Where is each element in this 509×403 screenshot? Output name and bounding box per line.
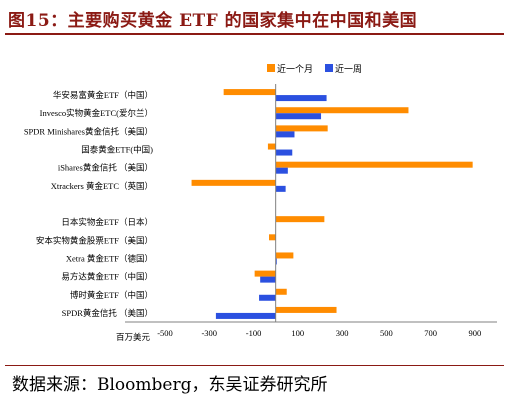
x-tick-label: 100 (291, 328, 304, 338)
category-label: Invesco实物黄金ETC(爱尔兰） (40, 108, 153, 118)
legend-label: 近一个月 (277, 63, 313, 74)
category-label: 国泰黄金ETF(中国) (81, 145, 153, 155)
category-label: Xetra 黄金ETF（德国） (66, 253, 153, 263)
category-labels: 华安易富黄金ETF（中国） Invesco实物黄金ETC(爱尔兰） SPDR Min… (24, 90, 153, 318)
x-axis-unit: 百万美元 (116, 332, 151, 342)
chart-legend: 近一个月 近一周 (267, 63, 362, 74)
x-tick-label: -500 (157, 328, 173, 338)
bar (259, 294, 276, 301)
category-label: Xtrackers 黄金ETC（英国） (51, 181, 153, 191)
bar (275, 167, 288, 174)
category-label: iShares黄金信托 （美国） (58, 163, 153, 173)
category-label: 易方达黄金ETF（中国） (61, 272, 153, 282)
bar (215, 312, 276, 319)
bar (275, 149, 293, 156)
chart-area: 近一个月 近一周 华安易富黄金ETF（中国） Invesco实物黄金ETC(爱尔兰）… (5, 38, 503, 360)
figure-title: 图15：主要购买黄金 ETF 的国家集中在中国和美国 (8, 11, 418, 31)
category-label: SPDR黄金信托 （美国） (62, 308, 153, 318)
bar (275, 107, 409, 114)
x-tick-label: 300 (336, 328, 349, 338)
bar (267, 143, 276, 150)
bar (269, 234, 276, 241)
figure-header: 图15：主要购买黄金 ETF 的国家集中在中国和美国 (0, 0, 509, 40)
bar (275, 161, 473, 168)
bar (275, 125, 328, 132)
bar (275, 131, 295, 138)
x-tick-label: 900 (468, 328, 481, 338)
x-tick-label: -300 (201, 328, 217, 338)
bar (275, 288, 287, 295)
category-label: 安本实物黄金股票ETF（美国） (36, 235, 153, 245)
category-label: SPDR Minishares黄金信托（美国） (24, 126, 153, 136)
bar (275, 306, 337, 313)
legend-swatch (267, 64, 275, 72)
axes (125, 84, 497, 323)
bar (223, 89, 276, 96)
legend-swatch (325, 64, 333, 72)
bar (275, 113, 322, 120)
x-tick-label: -100 (246, 328, 262, 338)
bar (254, 270, 276, 277)
bar (275, 258, 277, 265)
category-label: 博时黄金ETF（中国） (70, 290, 153, 300)
bar (275, 185, 286, 192)
bottom-rule (5, 365, 504, 366)
legend-label: 近一周 (335, 63, 362, 74)
category-label: 日本实物金ETF（日本） (61, 217, 153, 227)
x-tick-label: 500 (380, 328, 393, 338)
bar (275, 216, 325, 223)
bar-chart: 近一个月 近一周 华安易富黄金ETF（中国） Invesco实物黄金ETC(爱尔兰）… (24, 63, 497, 342)
category-label: 华安易富黄金ETF（中国） (53, 90, 153, 100)
bar (260, 276, 276, 283)
bar (275, 252, 294, 259)
title-rule (5, 33, 504, 35)
x-tick-label: 700 (424, 328, 437, 338)
bar (275, 95, 327, 102)
bar (191, 179, 276, 186)
x-tick-labels: -500 -300 -100 100 300 500 700 900 百万美元 (116, 328, 481, 342)
source-note: 数据来源：Bloomberg，东吴证券研究所 (12, 375, 328, 395)
bars (191, 89, 473, 319)
